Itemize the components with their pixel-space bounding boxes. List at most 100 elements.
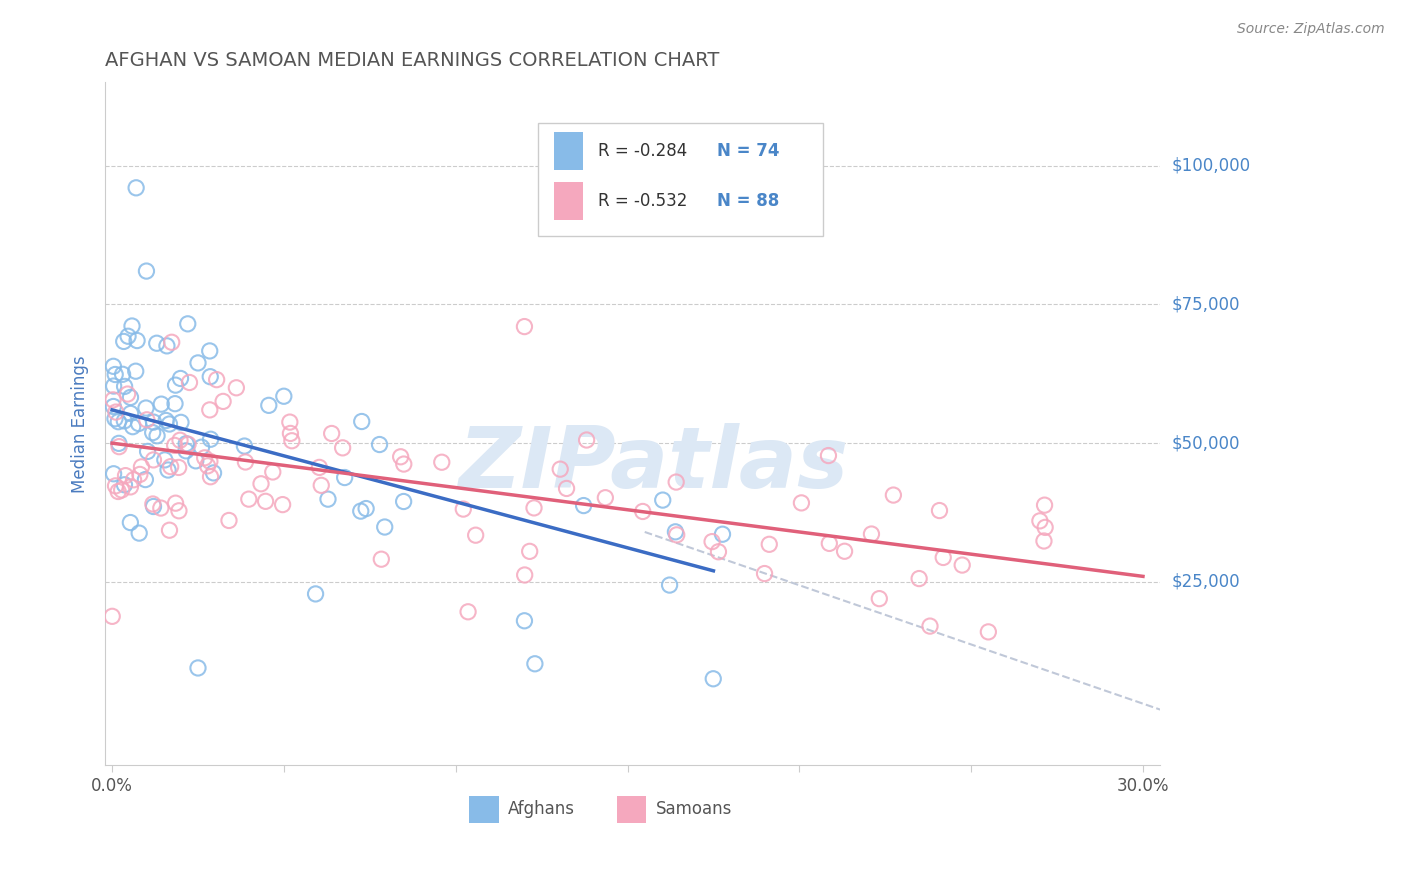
Text: AFGHAN VS SAMOAN MEDIAN EARNINGS CORRELATION CHART: AFGHAN VS SAMOAN MEDIAN EARNINGS CORRELA… [105,51,720,70]
Point [103,467,125,481]
Point [453,502,475,516]
Point [184,454,207,468]
Point [523,500,546,515]
Point [128,467,150,482]
Point [250,476,273,491]
Bar [470,796,499,823]
Point [169,434,191,448]
Point [368,437,391,451]
Point [169,371,191,385]
Point [754,566,776,581]
Point [149,501,172,516]
Point [309,478,332,492]
Text: N = 74: N = 74 [717,142,779,160]
Point [120,516,142,530]
Point [134,473,156,487]
Text: $75,000: $75,000 [1171,295,1240,313]
Point [135,264,157,278]
Point [107,415,129,429]
Point [103,379,125,393]
Point [665,475,688,489]
Point [254,494,277,508]
Point [145,336,167,351]
Point [457,605,479,619]
Point [142,415,165,429]
Point [513,319,536,334]
Point [1033,498,1056,512]
Point [108,440,131,454]
Point [114,477,136,491]
Text: $50,000: $50,000 [1171,434,1240,452]
Point [389,450,412,464]
Point [212,394,235,409]
Point [350,504,373,518]
Point [114,379,136,393]
Point [225,381,247,395]
Point [179,376,201,390]
Point [128,526,150,541]
Point [112,414,135,428]
Point [163,438,186,452]
Point [108,436,131,450]
Point [121,318,143,333]
Text: R = -0.532: R = -0.532 [598,192,688,210]
Point [817,449,839,463]
Point [464,528,486,542]
Point [122,473,145,487]
Point [114,468,136,483]
Point [658,578,681,592]
Point [280,426,302,441]
Point [131,459,153,474]
Point [790,496,813,510]
Point [125,364,148,378]
Point [150,397,173,411]
Point [513,568,536,582]
Point [142,453,165,467]
Point [758,537,780,551]
Text: Samoans: Samoans [655,800,733,819]
Point [332,441,354,455]
Text: R = -0.284: R = -0.284 [598,142,688,160]
Text: N = 88: N = 88 [717,192,779,210]
Text: $100,000: $100,000 [1171,157,1250,175]
Point [316,492,339,507]
Bar [617,796,647,823]
Point [142,425,165,440]
Point [142,497,165,511]
Point [104,479,127,493]
Point [523,657,546,671]
Text: ZIPatlas: ZIPatlas [458,423,849,506]
Point [198,343,221,358]
Point [430,455,453,469]
Point [321,426,343,441]
Point [262,465,284,479]
Point [170,415,193,429]
Bar [554,132,583,170]
Point [548,462,571,476]
Point [860,527,883,541]
Point [125,334,148,348]
Point [200,369,222,384]
Point [707,545,730,559]
Point [273,389,295,403]
Point [163,397,186,411]
Point [174,443,197,458]
Point [165,378,187,392]
Point [868,591,890,606]
Point [818,536,841,550]
Point [157,463,180,477]
Point [333,470,356,484]
Point [136,444,159,458]
Point [308,460,330,475]
Point [159,523,181,537]
Point [107,484,129,499]
Point [156,339,179,353]
Point [112,334,135,349]
Point [711,527,734,541]
Point [111,483,134,497]
Point [918,619,941,633]
Point [197,458,219,473]
Point [177,437,200,451]
Point [146,429,169,443]
Point [370,552,392,566]
